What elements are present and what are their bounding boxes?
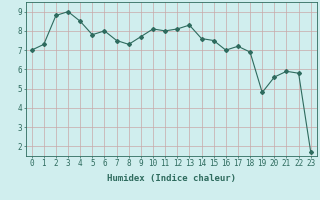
X-axis label: Humidex (Indice chaleur): Humidex (Indice chaleur) — [107, 174, 236, 183]
